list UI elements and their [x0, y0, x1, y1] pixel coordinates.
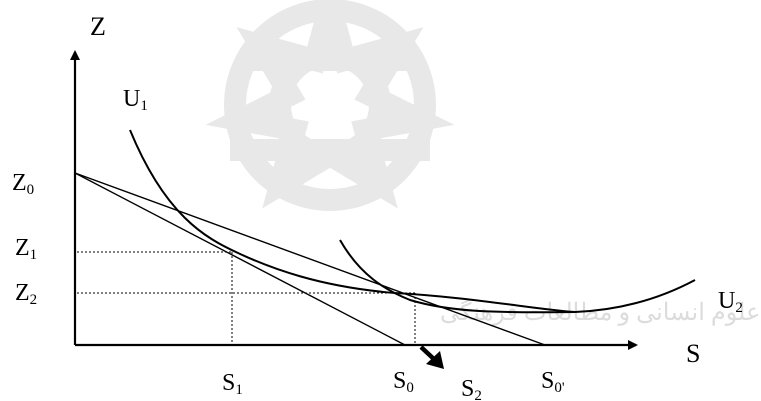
z-axis-label: Z	[90, 12, 106, 41]
s0-prime-label-sub: 0'	[554, 380, 565, 396]
s2-label-sub: 2	[474, 388, 482, 401]
s2-label-base: S	[461, 376, 474, 401]
s-axis-label: S	[686, 339, 700, 368]
z2-label-sub: 2	[30, 292, 38, 308]
u2-label-sub: 2	[735, 300, 743, 316]
s0-label: S0	[393, 368, 414, 396]
u2-label-base: U	[718, 288, 735, 314]
s1-label: S1	[222, 370, 243, 398]
budget-line-z0-s0-prime	[74, 172, 546, 346]
z0-label-sub: 0	[27, 182, 35, 198]
u1-label-base: U	[123, 86, 140, 112]
s0-label-base: S	[393, 368, 406, 394]
s1-label-sub: 1	[235, 382, 243, 398]
shift-arrow-head	[426, 351, 444, 369]
z1-label-sub: 1	[30, 247, 38, 263]
z2-label-base: Z	[15, 280, 30, 306]
indifference-curve-u2	[339, 239, 576, 314]
u2-label: U2	[718, 288, 743, 316]
budget-line-z0-s0	[74, 172, 406, 346]
s2-label: S2	[461, 376, 482, 401]
z1-label-base: Z	[15, 235, 30, 261]
s0-prime-label-base: S	[541, 368, 554, 394]
s0-label-sub: 0	[406, 380, 414, 396]
u1-label-sub: 1	[140, 98, 148, 114]
z0-label: Z0	[12, 170, 34, 198]
z2-label: Z2	[15, 280, 37, 308]
u1-label: U1	[123, 86, 148, 114]
z0-label-base: Z	[12, 170, 27, 196]
s1-label-base: S	[222, 370, 235, 396]
z1-label: Z1	[15, 235, 37, 263]
watermark-ornament	[205, 0, 455, 211]
s0-prime-label: S0'	[541, 368, 565, 396]
